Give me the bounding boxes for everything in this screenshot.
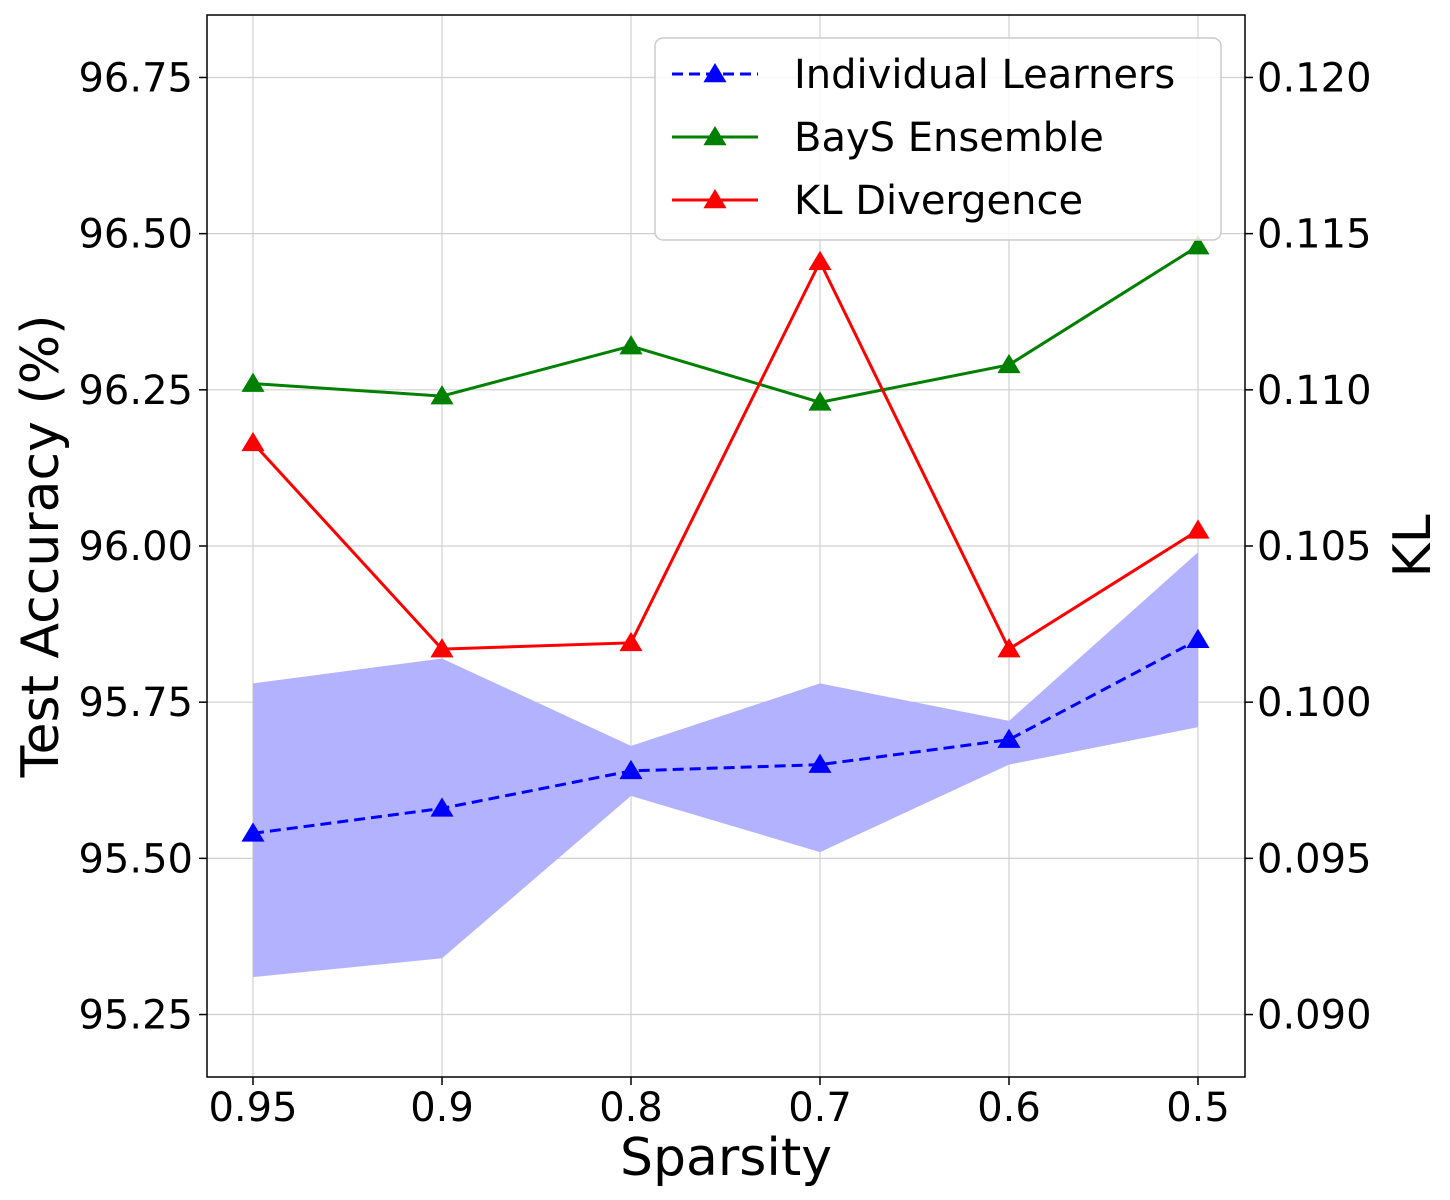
legend-label-kl-divergence: KL Divergence (794, 178, 1083, 224)
left-axis: 95.25 95.50 95.75 96.00 96.25 96.50 96.75 (78, 55, 207, 1039)
x-tick-label: 0.5 (1166, 1085, 1230, 1131)
legend-marker-kl-divergence (703, 189, 727, 209)
series-lines (241, 235, 1210, 842)
x-axis: 0.95 0.9 0.8 0.7 0.6 0.5 (208, 1077, 1230, 1131)
y2-tick-label: 0.090 (1257, 993, 1372, 1039)
legend-box (654, 37, 1222, 241)
individual-learners-band (253, 552, 1198, 978)
x-axis-title: Sparsity (620, 1128, 832, 1188)
y2-tick-label: 0.120 (1257, 55, 1372, 101)
legend-label-individual-learners: Individual Learners (794, 52, 1175, 98)
individual-learners-marker (997, 728, 1021, 748)
right-axis: 0.090 0.095 0.100 0.105 0.110 0.115 0.120 (1245, 55, 1372, 1039)
y2-tick-label: 0.115 (1257, 212, 1372, 258)
bays-ensemble-marker (619, 335, 643, 355)
legend-marker-bays-ensemble (703, 126, 727, 146)
bays-ensemble-marker (241, 372, 265, 392)
x-tick-label: 0.95 (208, 1085, 297, 1131)
y2-tick-label: 0.100 (1257, 680, 1372, 726)
y-tick-label: 96.50 (78, 212, 193, 258)
legend-label-bays-ensemble: BayS Ensemble (794, 115, 1104, 161)
kl-divergence-marker (1186, 519, 1210, 539)
x-tick-label: 0.6 (977, 1085, 1041, 1131)
kl-divergence-marker (808, 250, 832, 271)
y-tick-label: 96.75 (78, 55, 193, 101)
individual-learners-marker (619, 759, 643, 780)
individual-learners-marker (808, 753, 832, 773)
y-tick-label: 96.25 (78, 368, 193, 414)
bays-ensemble-marker (430, 385, 454, 405)
y2-tick-label: 0.095 (1257, 836, 1372, 882)
legend: Individual Learners BayS Ensemble KL Diver… (654, 37, 1222, 241)
y2-tick-label: 0.110 (1257, 368, 1372, 414)
y2-axis-title: KL (1383, 514, 1443, 577)
bays-ensemble-marker (1186, 235, 1210, 255)
kl-divergence-marker (997, 638, 1021, 658)
y-axis-title: Test Accuracy (%) (11, 315, 71, 779)
kl-divergence-line (251, 258, 1199, 652)
bays-ensemble-marker (808, 391, 832, 411)
individual-learners-line (252, 638, 1199, 835)
kl-divergence-marker (430, 638, 454, 658)
kl-divergence-marker (619, 631, 643, 652)
legend-marker-individual-learners (703, 63, 727, 83)
individual-learners-confidence-band (253, 552, 1198, 978)
x-tick-label: 0.7 (788, 1085, 852, 1131)
y-tick-label: 95.25 (78, 993, 193, 1039)
bays-ensemble-marker (997, 353, 1021, 374)
individual-learners-marker (1186, 628, 1210, 648)
individual-learners-marker (241, 822, 265, 842)
y-tick-label: 96.00 (78, 524, 193, 570)
y2-tick-label: 0.105 (1257, 524, 1372, 570)
x-tick-label: 0.8 (599, 1085, 663, 1131)
kl-divergence-marker (241, 431, 265, 452)
x-tick-label: 0.9 (410, 1085, 474, 1131)
y-tick-label: 95.50 (78, 836, 193, 882)
bays-ensemble-line (252, 244, 1199, 404)
individual-learners-marker (430, 797, 454, 817)
y-tick-label: 95.75 (78, 680, 193, 726)
